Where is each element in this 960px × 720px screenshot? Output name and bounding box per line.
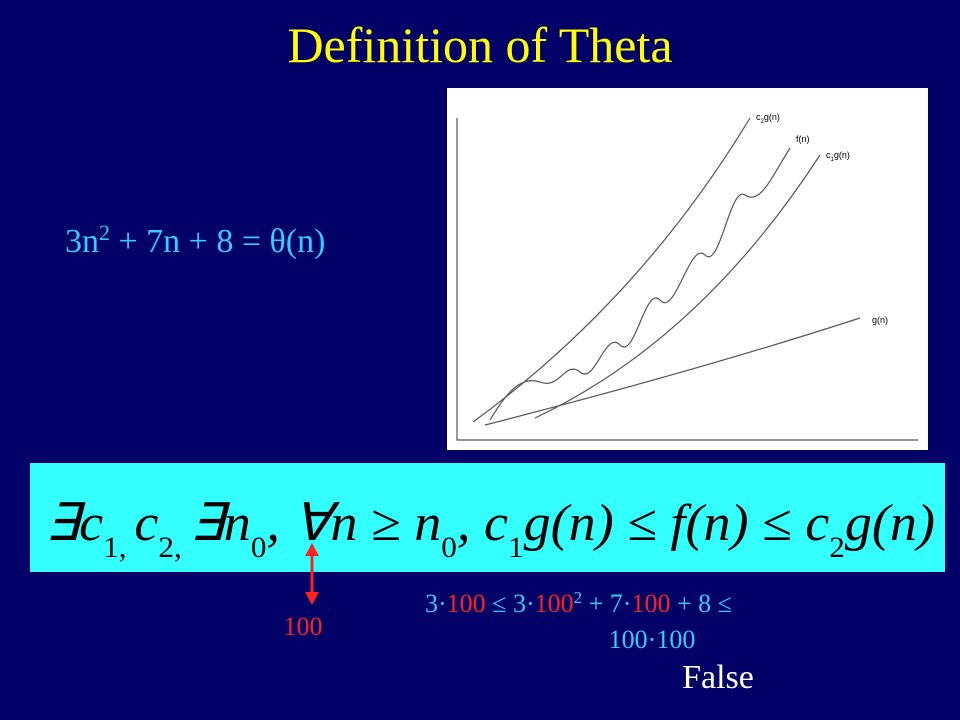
graph: c2g(n) f(n) c1g(n) g(n): [447, 88, 928, 450]
equation: 3n2 + 7n + 8 = θ(n): [65, 220, 325, 261]
verdict: False: [682, 659, 754, 696]
text-part: ∃n: [190, 495, 251, 552]
curve-g: [484, 317, 861, 426]
equation-part: + 7n + 8 = θ(n): [110, 223, 325, 260]
text-part: g(n) ≤ f(n) ≤ c: [524, 495, 830, 552]
text-part: + 7·: [582, 589, 631, 618]
text-part: 2: [829, 531, 845, 564]
text-part: 0: [441, 531, 457, 564]
curve-c1g: [534, 154, 821, 419]
text-part: 100: [631, 589, 670, 618]
text-part: ∃c: [45, 495, 103, 552]
text-part: c: [134, 495, 158, 552]
text-part: 3·: [425, 589, 447, 618]
graph-axes: [456, 118, 918, 441]
text-part: 100: [535, 589, 574, 618]
label-c1g: c1g(n): [826, 150, 850, 163]
text-part: , ∀n ≥ n: [266, 495, 441, 552]
text-part: 1,: [103, 531, 134, 564]
text-part: 2: [574, 588, 583, 607]
calculation-line: 3·100 ≤ 3·1002 + 7·100 + 8 ≤: [425, 588, 732, 619]
equation-part: 3n: [65, 223, 99, 260]
text-part: 100: [447, 589, 486, 618]
text-part: g(n): [845, 495, 935, 552]
equation-exponent: 2: [99, 220, 110, 245]
marker-label: 100: [284, 612, 323, 641]
text-part: ≤ 3·: [486, 589, 535, 618]
label-f: f(n): [796, 134, 810, 144]
curve-f: [489, 147, 791, 421]
text-part: 0: [251, 531, 267, 564]
label-c2g: c2g(n): [756, 112, 780, 125]
text-part: 2,: [158, 531, 189, 564]
curve-c2g: [472, 117, 751, 423]
text-part: , c: [457, 495, 508, 552]
label-g: g(n): [872, 315, 888, 325]
calculation-line: 100·100: [609, 625, 696, 654]
formula-bar: [30, 463, 945, 572]
marker-arrow: [305, 543, 319, 605]
text-part: 1: [508, 531, 524, 564]
text-part: + 8 ≤: [670, 589, 731, 618]
title: Definition of Theta: [287, 17, 672, 73]
formula: ∃c1, c2, ∃n0, ∀n ≥ n 0, c1g(n) ≤ f(n) ≤ c…: [45, 495, 935, 564]
